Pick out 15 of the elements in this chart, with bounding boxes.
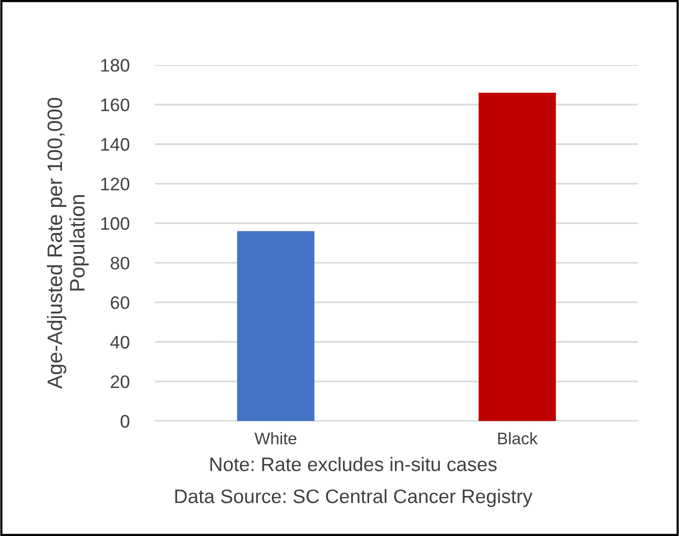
source-note: Data Source: SC Central Cancer Registry (175, 488, 532, 508)
y-tick-label: 140 (101, 138, 130, 151)
y-tick-label: 0 (120, 414, 130, 428)
y-tick-label: 160 (101, 98, 130, 112)
y-tick-label: 100 (101, 217, 130, 230)
y-tick-label: 180 (101, 58, 130, 72)
x-tick-label: Black (498, 432, 538, 444)
x-tick-label: White (254, 432, 296, 444)
y-axis-title: Age-Adjusted Rate per 100,000 Population (46, 98, 89, 389)
y-tick-label: 20 (110, 375, 130, 388)
y-tick-label: 120 (101, 178, 130, 190)
y-tick-label: 60 (110, 296, 130, 310)
y-tick-label: 40 (110, 336, 130, 349)
text: Note: Rate excludes in-situ cases (210, 456, 497, 472)
y-tick-label: 80 (110, 256, 130, 270)
